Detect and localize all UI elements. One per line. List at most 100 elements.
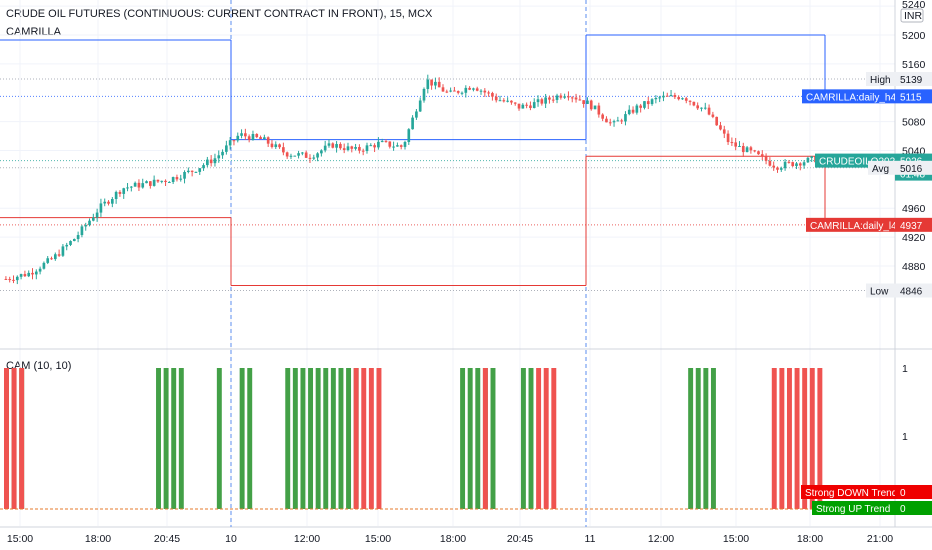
candle-body [418,100,422,112]
price-tick: 5080 [902,117,926,129]
time-tick: 10 [225,533,237,545]
h4-label-value-box [895,89,932,104]
candle-body [597,105,601,115]
candle-body [225,145,228,152]
strong-up-label-value-box [895,501,932,515]
candle-body [27,272,31,277]
cam-red-bar [551,368,557,509]
candle-body [567,96,570,98]
candle-body [631,109,635,113]
candle-body [46,258,50,263]
candle-body [251,134,255,140]
candle-body [635,105,639,113]
candle-body [768,160,772,166]
avg-label-value: 5016 [900,164,923,175]
low-label-name: Low [870,287,889,298]
strong-up-label-name: Strong UP Trend [816,504,890,515]
cam-green-bar [315,368,321,509]
candle-body [266,137,270,144]
cam-red-bar [11,368,17,509]
candle-body [384,141,388,143]
candle-body [323,145,327,151]
price-tick-partial: 5240 [902,0,926,11]
price-tick: 4880 [902,261,926,273]
candle-body [779,168,783,170]
candle-body [164,180,167,183]
candle-body [608,122,612,124]
sub-axis-tick: 1 [902,431,908,443]
candle-body [783,161,787,169]
candle-body [126,187,129,189]
candle-body [472,88,475,90]
time-tick: 15:00 [723,533,749,545]
strong-up-label-box [812,501,895,515]
candle-body [407,129,411,143]
cam-red-bar [4,368,9,509]
candle-body [228,140,232,146]
strong-up-label-value: 0 [900,504,906,515]
cam-red-bar [368,368,374,509]
candle-body [673,95,677,98]
time-tick: 20:45 [507,533,533,545]
candle-body [304,152,308,158]
candle-body [361,150,365,152]
candle-body [787,161,791,163]
candle-body [665,95,669,97]
low-label-box [866,283,895,298]
cam-red-bar [802,368,808,509]
candle-body [34,271,38,275]
candle-body [270,143,274,148]
candle-body [475,88,479,91]
candle-body [620,120,623,122]
candle-body [145,181,148,184]
candle-body [453,90,456,92]
candle-body [137,182,141,188]
candle-body [240,133,243,136]
candle-body [510,100,513,103]
candle-body [654,97,658,100]
candle-body [156,179,160,182]
candle-body [738,146,741,148]
candle-body [745,147,749,153]
time-tick: 11 [585,533,596,545]
candle-body [586,100,589,104]
candle-body [190,170,194,172]
candle-body [798,163,802,166]
cam-green-bar [163,368,169,509]
candle-body [722,129,726,134]
candle-body [198,168,202,172]
candle-body [494,96,498,101]
candle-body [152,179,156,186]
candle-body [415,111,418,118]
time-tick: 21:00 [867,533,893,545]
candle-body [168,181,171,183]
candle-body [206,159,209,166]
candle-body [369,145,373,147]
candle-body [456,91,460,93]
candle-body [61,246,65,256]
candle-body [536,99,540,103]
candle-body [605,118,608,123]
candle-body [593,105,597,110]
candle-body [521,104,525,109]
candle-body [658,97,661,99]
candle-body [175,177,179,180]
candle-body [69,241,72,245]
candle-body [464,87,468,93]
candle-body [183,171,186,179]
time-tick: 18:00 [797,533,823,545]
candle-body [437,81,441,88]
candle-body [320,150,323,154]
candle-body [403,142,407,147]
candle-body [65,244,69,247]
candle-body [23,274,27,277]
candle-body [380,141,384,143]
candle-body [532,102,536,108]
strong-up-label: Strong UP Trend 0 [812,501,932,515]
candle-body [726,133,730,143]
cam-green-bar [475,368,481,509]
h4-label: CAMRILLA:daily_h4 5115 [802,89,932,104]
candle-body [551,99,555,101]
cam-green-bar [171,368,177,509]
